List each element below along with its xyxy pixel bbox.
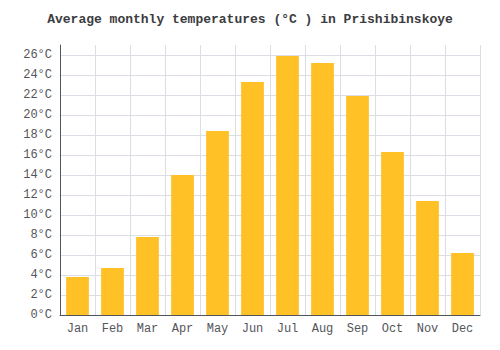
svg-text:22°C: 22°C bbox=[23, 88, 52, 102]
svg-text:16°C: 16°C bbox=[23, 148, 52, 162]
svg-text:12°C: 12°C bbox=[23, 188, 52, 202]
svg-text:Aug: Aug bbox=[312, 322, 334, 336]
svg-text:Jul: Jul bbox=[277, 322, 299, 336]
svg-text:Mar: Mar bbox=[137, 322, 159, 336]
svg-text:Jun: Jun bbox=[242, 322, 264, 336]
svg-text:0°C: 0°C bbox=[30, 308, 52, 322]
svg-text:10°C: 10°C bbox=[23, 208, 52, 222]
svg-text:2°C: 2°C bbox=[30, 288, 52, 302]
svg-text:6°C: 6°C bbox=[30, 248, 52, 262]
svg-text:Dec: Dec bbox=[452, 322, 474, 336]
svg-text:Apr: Apr bbox=[172, 322, 194, 336]
svg-text:26°C: 26°C bbox=[23, 48, 52, 62]
svg-text:Jan: Jan bbox=[67, 322, 89, 336]
svg-text:Average monthly temperatures (: Average monthly temperatures (°C ) in Pr… bbox=[47, 12, 453, 27]
svg-text:May: May bbox=[207, 322, 229, 336]
svg-text:8°C: 8°C bbox=[30, 228, 52, 242]
svg-text:Sep: Sep bbox=[347, 322, 369, 336]
svg-text:4°C: 4°C bbox=[30, 268, 52, 282]
svg-text:Feb: Feb bbox=[102, 322, 124, 336]
svg-text:20°C: 20°C bbox=[23, 108, 52, 122]
svg-text:Nov: Nov bbox=[417, 322, 439, 336]
svg-text:Oct: Oct bbox=[382, 322, 404, 336]
svg-text:18°C: 18°C bbox=[23, 128, 52, 142]
svg-text:14°C: 14°C bbox=[23, 168, 52, 182]
svg-text:24°C: 24°C bbox=[23, 68, 52, 82]
